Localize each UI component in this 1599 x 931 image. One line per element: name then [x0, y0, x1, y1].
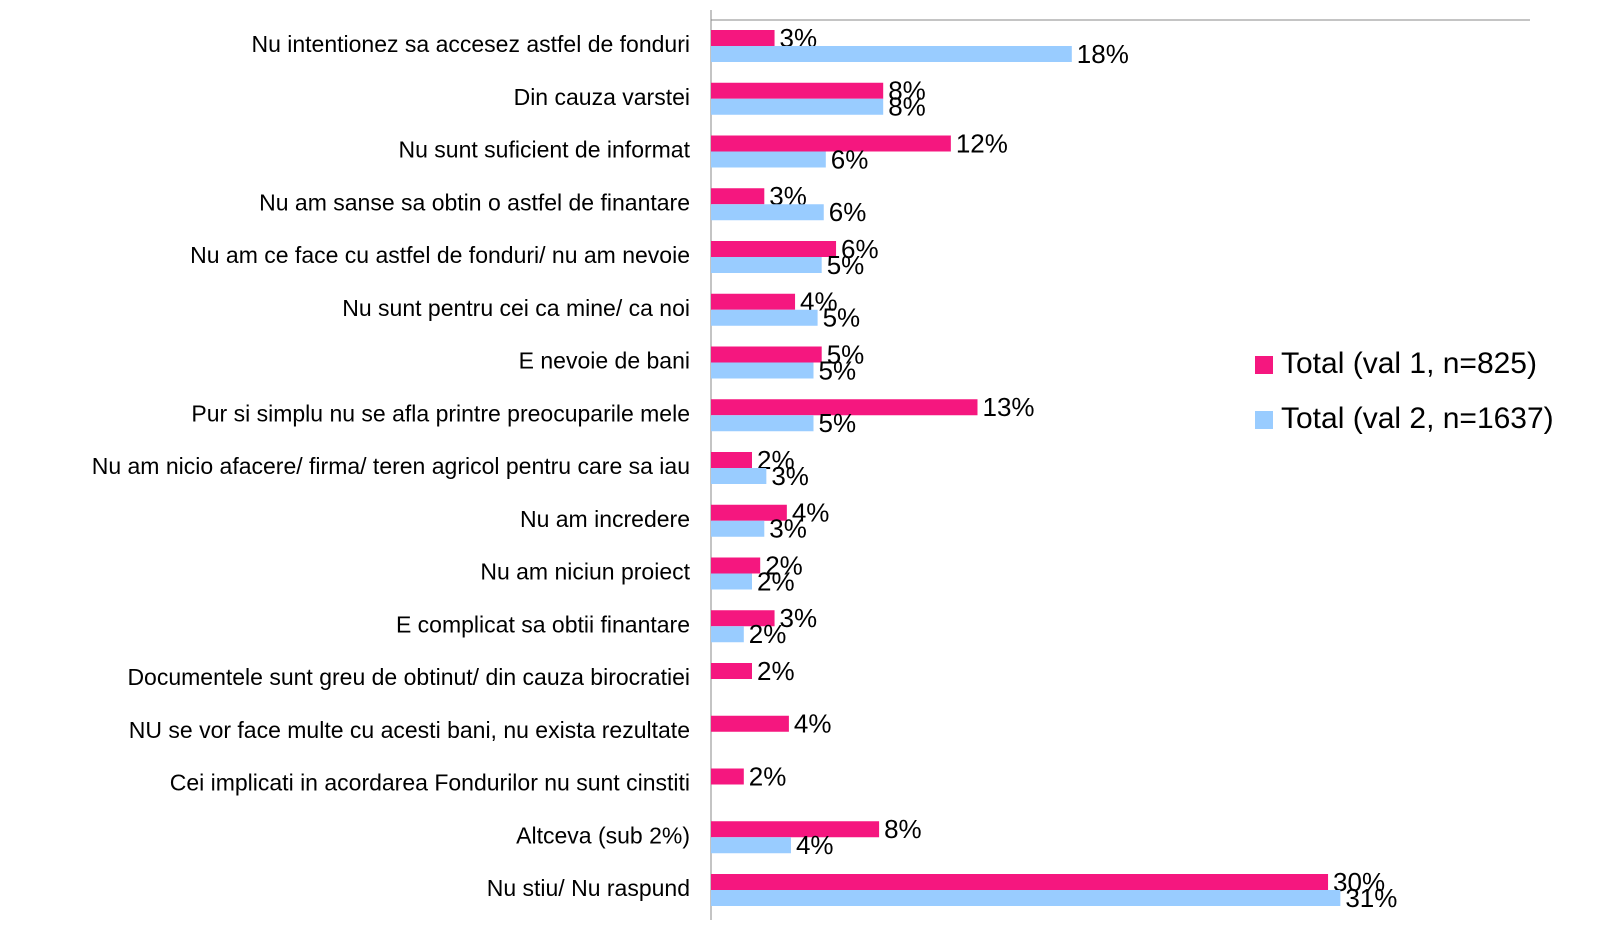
bar — [711, 468, 767, 484]
value-label: 3% — [769, 514, 807, 544]
value-label: 2% — [757, 656, 795, 686]
bar — [711, 188, 765, 205]
value-label: 5% — [827, 339, 865, 369]
bar — [711, 610, 775, 627]
value-label: 2% — [757, 566, 795, 596]
bar — [711, 504, 787, 521]
bar — [711, 204, 824, 221]
category-label: Nu intentionez sa accesez astfel de fond… — [251, 31, 690, 57]
bar — [711, 626, 744, 643]
value-label: 31% — [1345, 883, 1397, 913]
category-label: Nu stiu/ Nu raspund — [487, 875, 690, 901]
bar — [711, 257, 822, 273]
category-label: Nu am sanse sa obtin o astfel de finanta… — [259, 189, 690, 215]
category-label: E complicat sa obtii finantare — [396, 611, 690, 637]
bar — [711, 768, 744, 785]
bar — [711, 821, 880, 838]
category-label: E nevoie de bani — [519, 348, 690, 374]
value-label: 6% — [831, 144, 869, 174]
category-label: NU se vor face multe cu acesti bani, nu … — [129, 717, 690, 743]
bar — [711, 874, 1329, 890]
bar — [711, 346, 822, 363]
category-label: Cei implicati in acordarea Fondurilor nu… — [170, 770, 690, 796]
value-label: 3% — [771, 461, 809, 491]
bar — [711, 520, 765, 537]
category-label: Nu sunt suficient de informat — [399, 137, 691, 163]
bar — [711, 309, 818, 326]
value-label: 12% — [956, 128, 1008, 158]
value-label: 5% — [827, 250, 865, 280]
category-label: Nu am nicio afacere/ firma/ teren agrico… — [92, 453, 690, 479]
value-label: 5% — [819, 355, 857, 385]
value-label: 6% — [841, 234, 879, 264]
bar — [711, 82, 884, 99]
legend-swatch — [1255, 411, 1273, 429]
value-label: 4% — [792, 498, 830, 528]
legend-swatch — [1255, 356, 1273, 374]
value-label: 8% — [884, 814, 922, 844]
category-label: Nu sunt pentru cei ca mine/ ca noi — [342, 295, 690, 321]
value-label: 2% — [749, 619, 787, 649]
category-label: Altceva (sub 2%) — [516, 822, 690, 848]
value-label: 4% — [796, 830, 834, 860]
bar — [711, 557, 761, 574]
category-label: Pur si simplu nu se afla printre preocup… — [191, 400, 690, 426]
value-label: 2% — [749, 761, 787, 791]
bar — [711, 715, 789, 732]
category-label: Nu am ce face cu astfel de fonduri/ nu a… — [190, 242, 690, 268]
value-label: 3% — [780, 603, 818, 633]
bar — [711, 362, 814, 379]
bar — [711, 293, 796, 310]
bar — [711, 30, 775, 46]
bar — [711, 890, 1341, 906]
value-label: 8% — [888, 92, 926, 122]
bar — [711, 46, 1072, 62]
value-label: 13% — [983, 392, 1035, 422]
bar — [711, 98, 884, 115]
value-label: 8% — [888, 76, 926, 106]
bar — [711, 837, 791, 854]
legend-label: Total (val 1, n=825) — [1281, 347, 1537, 380]
value-label: 5% — [823, 303, 861, 333]
value-label: 4% — [794, 709, 832, 739]
value-label: 2% — [765, 550, 803, 580]
value-label: 30% — [1333, 867, 1385, 897]
category-label: Nu am niciun proiect — [480, 559, 690, 585]
value-label: 18% — [1077, 39, 1129, 69]
bar — [711, 452, 752, 468]
category-label: Documentele sunt greu de obtinut/ din ca… — [127, 664, 690, 690]
legend-label: Total (val 2, n=1637) — [1281, 402, 1554, 435]
category-label: Din cauza varstei — [514, 84, 690, 110]
bar — [711, 241, 837, 257]
value-label: 6% — [829, 197, 867, 227]
value-label: 5% — [819, 408, 857, 438]
bar — [711, 151, 826, 168]
category-label: Nu am incredere — [520, 506, 690, 532]
bar — [711, 663, 752, 679]
bar — [711, 399, 978, 416]
bar — [711, 573, 752, 590]
bar — [711, 415, 814, 432]
bar — [711, 135, 951, 152]
